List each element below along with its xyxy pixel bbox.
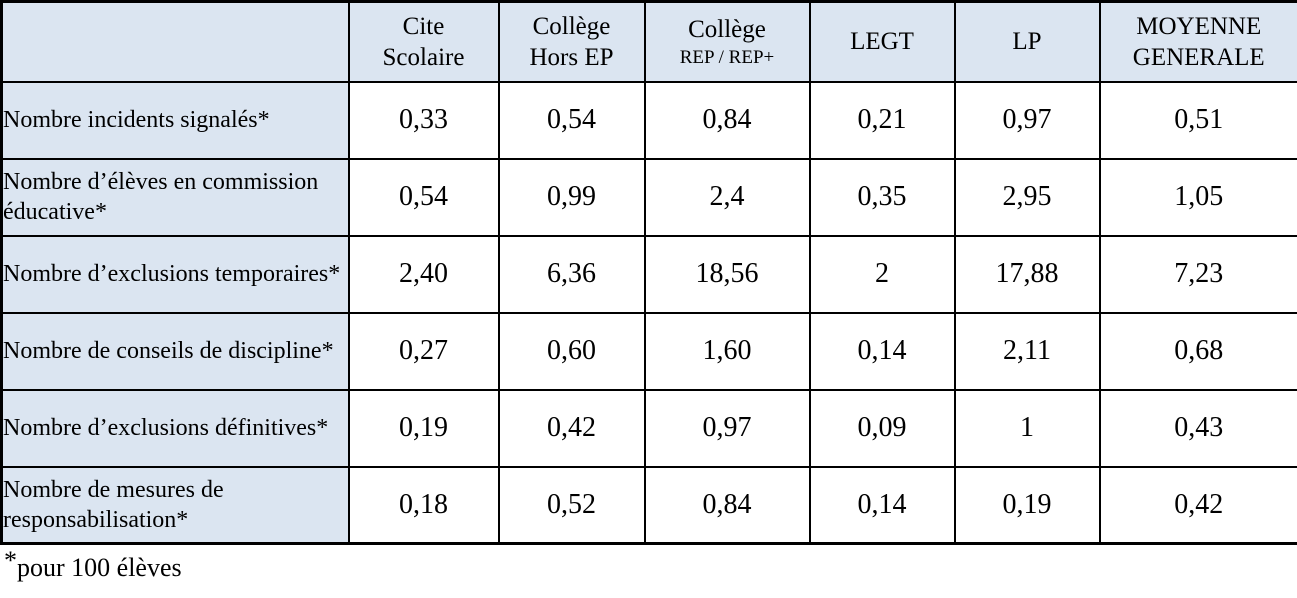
value-cell: 1 — [953, 388, 1101, 468]
value-cell: 0,84 — [643, 80, 811, 160]
value-cell: 0,35 — [808, 157, 956, 237]
value-cell: 0,52 — [497, 465, 646, 545]
row-label: Nombre d’exclusions définitives* — [0, 388, 350, 468]
column-header-line2: Hors EP — [529, 43, 614, 71]
column-header: Collège REP / REP+ — [643, 0, 811, 83]
value-cell: 0,51 — [1098, 80, 1297, 160]
table-row: Nombre d’exclusions temporaires* 2,40 6,36… — [0, 234, 1297, 314]
value-cell: 0,84 — [643, 465, 811, 545]
value-cell: 0,33 — [347, 80, 500, 160]
row-label: Nombre de mesures de responsabilisation* — [0, 465, 350, 545]
value-cell: 0,19 — [953, 465, 1101, 545]
value-cell: 0,27 — [347, 311, 500, 391]
value-cell: 1,05 — [1098, 157, 1297, 237]
value-cell: 0,42 — [1098, 465, 1297, 545]
value-cell: 18,56 — [643, 234, 811, 314]
column-header-line2: GENERALE — [1132, 43, 1265, 71]
statistics-table: Cite Scolaire Collège Hors EP Collège REP / R… — [0, 0, 1297, 545]
column-header: MOYENNE GENERALE — [1098, 0, 1297, 83]
column-header-line1: LEGT — [850, 28, 914, 56]
value-cell: 0,68 — [1098, 311, 1297, 391]
column-header-line1: Collège — [532, 12, 611, 40]
column-header-line2: REP / REP+ — [679, 46, 775, 68]
row-label: Nombre d’exclusions temporaires* — [0, 234, 350, 314]
value-cell: 0,21 — [808, 80, 956, 160]
value-cell: 17,88 — [953, 234, 1101, 314]
value-cell: 6,36 — [497, 234, 646, 314]
value-cell: 0,18 — [347, 465, 500, 545]
value-cell: 0,19 — [347, 388, 500, 468]
footnote-text: pour 100 élèves — [17, 553, 182, 582]
footnote-marker: * — [4, 546, 17, 575]
value-cell: 0,54 — [347, 157, 500, 237]
value-cell: 2,40 — [347, 234, 500, 314]
column-header: LP — [953, 0, 1101, 83]
value-cell: 0,43 — [1098, 388, 1297, 468]
row-label: Nombre incidents signalés* — [0, 80, 350, 160]
value-cell: 0,60 — [497, 311, 646, 391]
column-header-line1: MOYENNE — [1136, 12, 1262, 40]
column-header-line1: Cite — [402, 12, 445, 40]
value-cell: 0,09 — [808, 388, 956, 468]
header-row: Cite Scolaire Collège Hors EP Collège REP / R… — [0, 0, 1297, 83]
value-cell: 0,14 — [808, 311, 956, 391]
column-header-line1: Collège — [688, 16, 766, 44]
value-cell: 0,97 — [643, 388, 811, 468]
table-body: Nombre incidents signalés* 0,33 0,54 0,84 0,… — [0, 80, 1297, 545]
value-cell: 2,95 — [953, 157, 1101, 237]
row-label: Nombre de conseils de discipline* — [0, 311, 350, 391]
column-header: Collège Hors EP — [497, 0, 646, 83]
table-row: Nombre d’exclusions définitives* 0,19 0,42… — [0, 388, 1297, 468]
value-cell: 2,4 — [643, 157, 811, 237]
row-label: Nombre d’élèves en commission éducative* — [0, 157, 350, 237]
value-cell: 0,97 — [953, 80, 1101, 160]
column-header: Cite Scolaire — [347, 0, 500, 83]
value-cell: 0,42 — [497, 388, 646, 468]
value-cell: 7,23 — [1098, 234, 1297, 314]
table-row: Nombre de conseils de discipline* 0,27 0,6… — [0, 311, 1297, 391]
footnote: *pour 100 élèves — [4, 546, 1297, 583]
table-row: Nombre de mesures de responsabilisation*… — [0, 465, 1297, 545]
value-cell: 0,14 — [808, 465, 956, 545]
corner-cell — [0, 0, 350, 83]
value-cell: 0,99 — [497, 157, 646, 237]
value-cell: 1,60 — [643, 311, 811, 391]
column-header: LEGT — [808, 0, 956, 83]
column-header-line2: Scolaire — [382, 43, 465, 71]
table-row: Nombre incidents signalés* 0,33 0,54 0,84 0,… — [0, 80, 1297, 160]
column-header-line1: LP — [1012, 28, 1042, 56]
value-cell: 2,11 — [953, 311, 1101, 391]
table-row: Nombre d’élèves en commission éducative*… — [0, 157, 1297, 237]
value-cell: 2 — [808, 234, 956, 314]
value-cell: 0,54 — [497, 80, 646, 160]
